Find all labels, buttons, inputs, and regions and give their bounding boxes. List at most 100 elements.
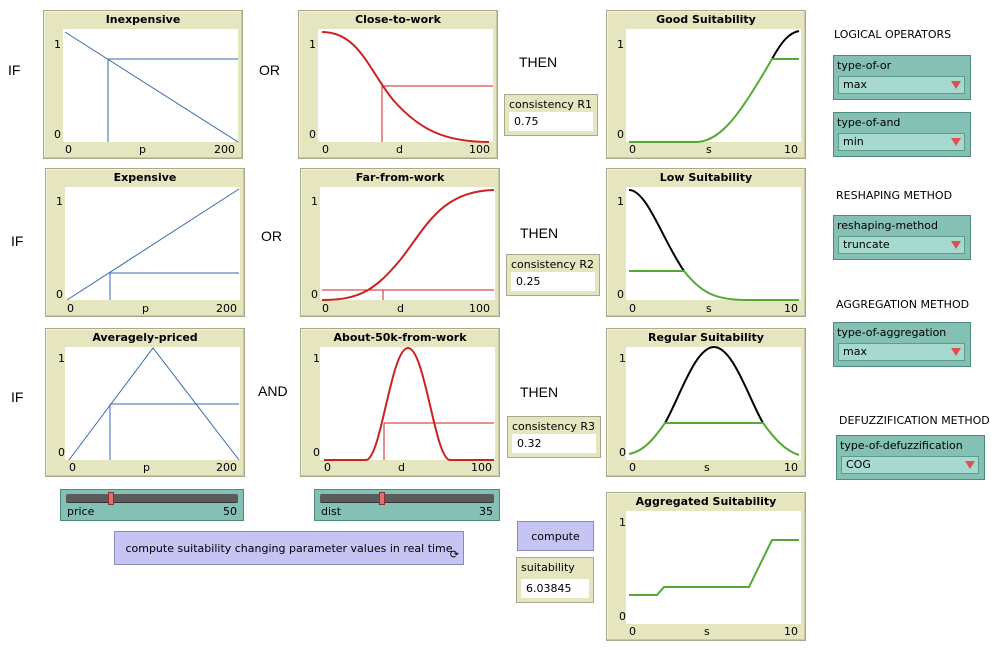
x-tick-max: 200 [216,302,237,315]
monitor-value: 6.03845 [521,579,589,598]
chooser-select[interactable]: max [838,76,965,94]
compute-realtime-button[interactable]: compute suitability changing parameter v… [114,531,464,565]
chooser-select[interactable]: truncate [838,236,965,254]
x-axis-label: s [704,461,710,474]
plot-lines [321,189,495,301]
chooser-value: max [843,345,867,358]
dropdown-arrow-icon[interactable] [965,461,975,469]
dropdown-arrow-icon[interactable] [951,81,961,89]
or-label-rule2: OR [261,228,282,244]
plot-inexpensive: Inexpensive 1 0 0 p 200 [43,10,243,159]
x-tick-min: 0 [324,461,331,474]
y-tick-top: 1 [54,38,61,51]
or-label-rule1: OR [259,62,280,78]
plot-title: Far-from-work [355,171,445,184]
monitor-label: consistency R3 [512,420,596,433]
y-tick-top: 1 [56,195,63,208]
membership-curve-black [664,345,764,424]
slider-handle[interactable] [107,492,114,505]
chooser-select[interactable]: COG [841,456,979,474]
slider-dist[interactable]: dist 35 [314,489,500,521]
chooser-type-of-or[interactable]: type-of-or max [833,55,971,100]
x-tick-max: 100 [471,461,492,474]
y-tick-top: 1 [617,195,624,208]
y-tick-bottom: 0 [619,610,626,623]
y-tick-top: 1 [617,38,624,51]
x-tick-max: 10 [784,461,798,474]
slider-handle[interactable] [378,492,385,505]
plot-lines [66,188,240,301]
section-defuzzification-method: DEFUZZIFICATION METHOD [839,414,990,427]
plot-title: Regular Suitability [648,331,764,344]
x-tick-max: 10 [784,143,798,156]
slider-name: dist [321,505,342,518]
x-tick-max: 200 [214,143,235,156]
chooser-label: reshaping-method [837,219,938,232]
section-logical-operators: LOGICAL OPERATORS [834,28,952,41]
if-label-rule1: IF [8,62,21,78]
if-label-rule2: IF [11,233,24,249]
membership-curve [324,346,494,461]
compute-button[interactable]: compute [517,521,594,551]
plot-regular-suitability: Regular Suitability 1 0 0 s 10 [606,328,806,477]
plot-averagely-priced: Averagely-priced 1 0 0 p 200 [45,328,245,477]
membership-curve [64,31,239,143]
x-tick-max: 100 [469,143,490,156]
y-tick-bottom: 0 [617,128,624,141]
plot-lines [324,346,494,461]
y-tick-top: 1 [309,38,316,51]
chooser-label: type-of-defuzzification [840,439,963,452]
chooser-type-of-and[interactable]: type-of-and min [833,112,971,157]
y-tick-bottom: 0 [54,128,61,141]
x-axis-label: d [396,143,403,156]
section-aggregation-method: AGGREGATION METHOD [836,298,970,311]
plot-area [626,347,801,460]
slider-track[interactable] [320,494,494,503]
dropdown-arrow-icon[interactable] [951,348,961,356]
chooser-reshaping-method[interactable]: reshaping-method truncate [833,215,971,260]
plot-area [626,187,801,300]
button-label: compute [531,530,580,543]
plot-lines [321,31,493,143]
plot-title: Averagely-priced [92,331,198,344]
plot-area [320,347,495,460]
x-axis-label: p [142,302,149,315]
chooser-label: type-of-and [837,116,901,129]
monitor-suitability: suitability 6.03845 [516,557,594,603]
chooser-value: min [843,135,864,148]
plot-low-suitability: Low Suitability 1 0 0 s 10 [606,168,806,317]
chooser-type-of-defuzzification[interactable]: type-of-defuzzification COG [836,435,985,480]
slider-track[interactable] [66,494,238,503]
chooser-value: COG [846,458,871,471]
x-axis-label: d [398,461,405,474]
then-label-rule1: THEN [519,54,558,70]
plot-lines [629,539,799,596]
membership-curve [321,189,495,301]
x-tick-min: 0 [629,302,636,315]
chooser-select[interactable]: max [838,343,965,361]
membership-curve [321,31,490,143]
plot-area [65,187,240,300]
monitor-label: suitability [521,561,575,574]
chooser-select[interactable]: min [838,133,965,151]
dropdown-arrow-icon[interactable] [951,241,961,249]
dropdown-arrow-icon[interactable] [951,138,961,146]
plot-title: Good Suitability [656,13,756,26]
chooser-type-of-aggregation[interactable]: type-of-aggregation max [833,322,971,367]
plot-good-suitability: Good Suitability 1 0 0 s 10 [606,10,806,159]
x-axis-label: s [706,143,712,156]
monitor-value: 0.25 [511,272,595,291]
monitor-label: consistency R1 [509,98,593,111]
x-axis-label: p [139,143,146,156]
x-tick-min: 0 [69,461,76,474]
y-tick-bottom: 0 [58,446,65,459]
plot-far-from-work: Far-from-work 1 0 0 d 100 [300,168,500,317]
membership-curve [68,347,240,461]
x-axis-label: p [143,461,150,474]
y-tick-bottom: 0 [313,446,320,459]
x-tick-min: 0 [322,143,329,156]
x-tick-min: 0 [629,143,636,156]
then-label-rule2: THEN [520,225,559,241]
x-tick-min: 0 [67,302,74,315]
slider-price[interactable]: price 50 [60,489,244,521]
